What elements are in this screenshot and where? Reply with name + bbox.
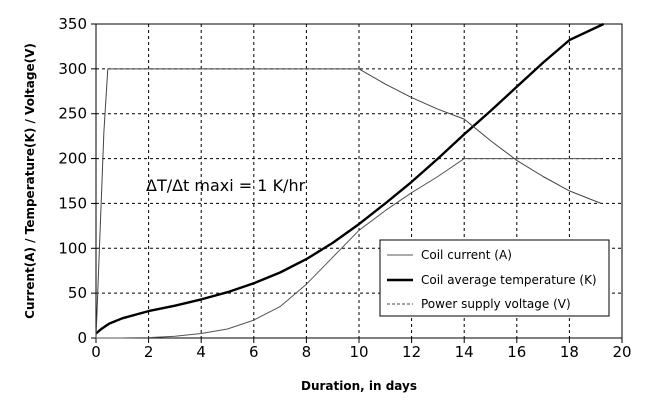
y-tick-label: 0 — [77, 329, 87, 347]
legend-label-2: Coil average temperature (K) — [421, 273, 597, 287]
x-tick-label: 16 — [507, 343, 526, 361]
y-tick-label: 100 — [58, 239, 87, 257]
y-tick-label: 200 — [58, 150, 87, 168]
y-tick-label: 150 — [58, 194, 87, 212]
series-line-3 — [95, 68, 602, 339]
x-tick-label: 6 — [249, 343, 259, 361]
legend-label-1: Coil current (A) — [421, 248, 512, 262]
y-axis-label: Current(A) / Temperature(K) / Voltage(V) — [23, 43, 37, 319]
series-lines — [95, 22, 605, 339]
legend-label-3: Power supply voltage (V) — [421, 297, 571, 311]
x-tick-label: 8 — [302, 343, 312, 361]
y-tick-label: 300 — [58, 60, 87, 78]
x-tick-label: 14 — [455, 343, 474, 361]
y-tick-label: 250 — [58, 105, 87, 123]
x-tick-label: 18 — [560, 343, 579, 361]
series-line-2 — [95, 22, 605, 335]
rate-annotation: ΔT/Δt maxi = 1 K/hr — [146, 176, 306, 195]
x-axis-label: Duration, in days — [301, 379, 417, 393]
y-tick-label: 50 — [68, 284, 87, 302]
x-tick-label: 0 — [91, 343, 101, 361]
y-tick-label: 350 — [58, 15, 87, 33]
x-tick-label: 4 — [196, 343, 206, 361]
x-tick-label: 10 — [349, 343, 368, 361]
x-tick-label: 12 — [402, 343, 421, 361]
legend-box — [379, 239, 610, 317]
legend: Coil current (A) Coil average temperature… — [379, 239, 610, 317]
x-tick-label: 20 — [612, 343, 631, 361]
x-tick-label: 2 — [144, 343, 154, 361]
series-line-1 — [96, 158, 601, 339]
